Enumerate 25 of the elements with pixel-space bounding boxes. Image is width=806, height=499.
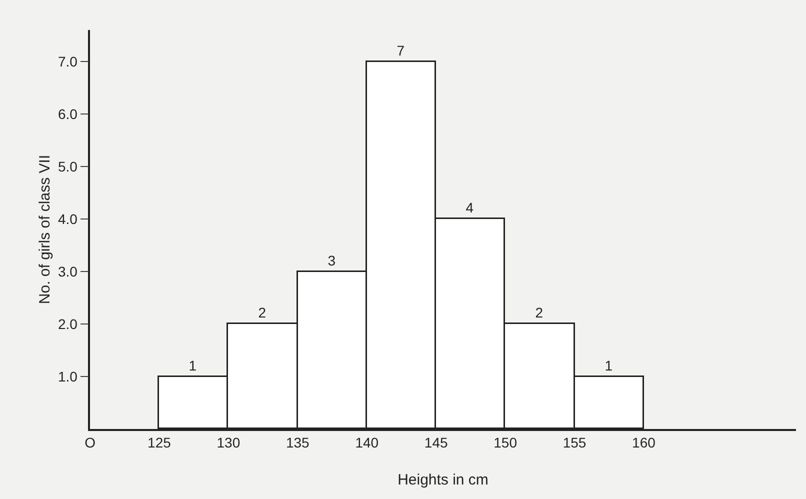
x-tick-label: 140 xyxy=(355,434,379,451)
x-tick-label: 135 xyxy=(286,434,310,451)
y-tick-label: 4.0 xyxy=(58,210,78,227)
data-label: 1 xyxy=(604,357,613,374)
data-label: 2 xyxy=(535,304,544,320)
y-tick-label: 1.0 xyxy=(58,368,78,384)
data-label: 2 xyxy=(258,304,266,320)
y-tick-label: 2.0 xyxy=(58,316,78,332)
y-tick-label: 5.0 xyxy=(58,158,78,174)
x-tick-label: 130 xyxy=(216,434,240,451)
x-tick-label: 125 xyxy=(148,434,172,451)
y-axis-title: No. of girls of class VII xyxy=(36,154,54,304)
data-label: 3 xyxy=(328,252,336,268)
x-tick-label: 145 xyxy=(424,434,448,451)
x-tick-label: O xyxy=(84,434,96,451)
x-tick-label: 155 xyxy=(562,434,586,451)
x-tick-label: 150 xyxy=(494,434,518,451)
data-label: 1 xyxy=(188,357,197,374)
x-axis-title: Heights in cm xyxy=(398,472,488,488)
y-tick-label: 7.0 xyxy=(58,53,78,70)
y-tick-label: 6.0 xyxy=(58,106,78,122)
data-label: 4 xyxy=(466,199,474,216)
y-tick-label: 3.0 xyxy=(58,263,78,280)
data-label: 7 xyxy=(396,42,405,58)
x-tick-label: 160 xyxy=(632,434,656,451)
